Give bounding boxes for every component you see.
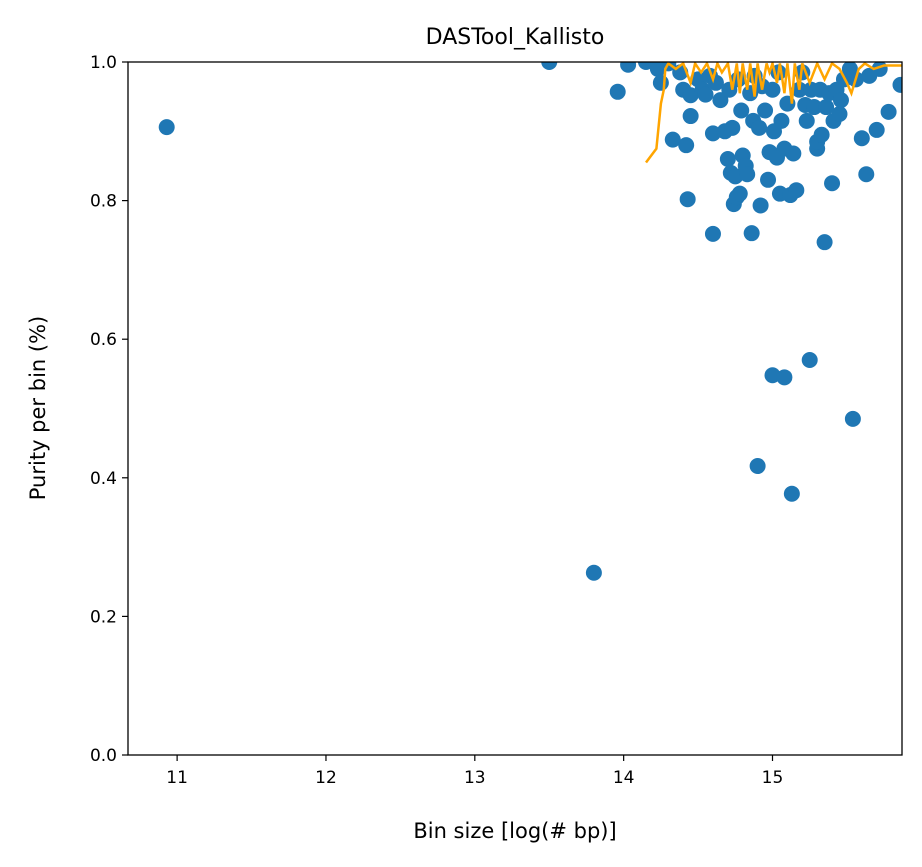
data-point xyxy=(752,197,769,214)
data-point xyxy=(760,171,777,188)
data-point xyxy=(785,145,802,162)
data-point xyxy=(731,185,748,202)
data-point xyxy=(764,367,781,384)
data-point xyxy=(749,458,766,475)
y-tick-label: 0.6 xyxy=(90,330,117,350)
data-point xyxy=(609,83,626,100)
data-point xyxy=(724,119,741,136)
data-point xyxy=(824,175,841,192)
data-point xyxy=(585,564,602,581)
axis-ticks: 11 12 13 14 15 0.0 0.2 0.4 0.6 0.8 1.0 xyxy=(90,53,783,788)
data-point xyxy=(751,119,768,136)
trend-line xyxy=(644,62,902,164)
data-point xyxy=(727,168,744,185)
data-point xyxy=(764,81,781,98)
x-tick-label: 13 xyxy=(464,768,486,788)
data-point xyxy=(704,225,721,242)
data-point xyxy=(832,92,849,109)
data-point xyxy=(719,151,736,168)
data-point xyxy=(682,108,699,125)
y-tick-label: 0.2 xyxy=(90,607,117,627)
plot-area xyxy=(158,62,902,581)
data-point xyxy=(704,125,721,142)
data-point xyxy=(776,369,793,386)
data-point xyxy=(739,166,756,183)
data-point xyxy=(733,102,750,119)
data-point xyxy=(679,191,696,208)
data-point xyxy=(831,105,848,122)
y-tick-label: 0.8 xyxy=(90,192,117,212)
data-point xyxy=(806,99,823,116)
data-point xyxy=(798,112,815,129)
y-axis-label: Purity per bin (%) xyxy=(26,316,50,500)
data-point xyxy=(844,410,861,427)
data-point xyxy=(783,485,800,502)
data-point xyxy=(158,119,175,136)
data-point xyxy=(868,121,885,138)
data-point xyxy=(697,86,714,103)
x-tick-label: 14 xyxy=(613,768,635,788)
y-tick-label: 1.0 xyxy=(90,53,117,73)
x-tick-label: 12 xyxy=(315,768,337,788)
plot-frame xyxy=(127,61,903,756)
data-point xyxy=(801,351,818,368)
x-axis-label: Bin size [log(# bp)] xyxy=(413,819,616,843)
data-point xyxy=(743,225,760,242)
data-point xyxy=(892,76,902,93)
x-tick-label: 11 xyxy=(166,768,188,788)
data-point xyxy=(788,182,805,199)
data-point xyxy=(880,103,897,120)
data-point xyxy=(664,131,681,148)
data-point xyxy=(853,130,870,147)
data-point xyxy=(620,62,637,73)
y-tick-label: 0.0 xyxy=(90,746,117,766)
chart-title: DASTool_Kallisto xyxy=(426,25,605,50)
data-point xyxy=(682,87,699,104)
data-point xyxy=(757,102,774,119)
data-point xyxy=(712,92,729,109)
data-point xyxy=(541,62,558,70)
data-point xyxy=(818,99,835,116)
data-point xyxy=(816,234,833,251)
data-point xyxy=(652,74,669,91)
data-point xyxy=(813,126,830,143)
data-point xyxy=(858,166,875,183)
x-tick-label: 15 xyxy=(762,768,784,788)
data-point xyxy=(678,137,695,154)
data-point xyxy=(773,112,790,129)
y-tick-label: 0.4 xyxy=(90,469,117,489)
